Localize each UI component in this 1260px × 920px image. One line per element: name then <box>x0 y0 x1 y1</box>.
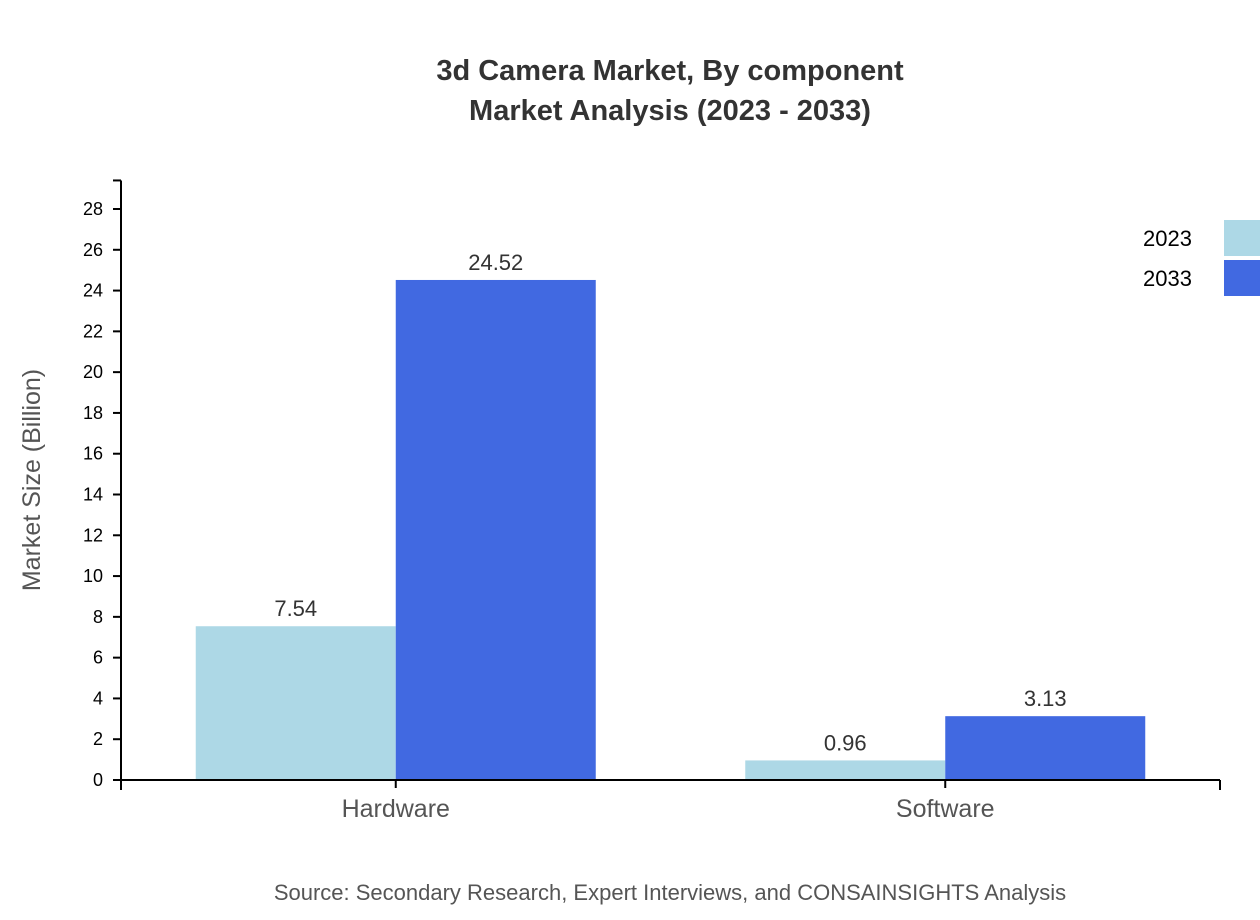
y-axis-label: Market Size (Billion) <box>18 369 46 591</box>
y-tick-label: 14 <box>83 485 103 505</box>
y-tick-label: 2 <box>93 729 103 749</box>
source-note: Source: Secondary Research, Expert Inter… <box>274 880 1066 905</box>
y-tick-label: 4 <box>93 688 103 708</box>
y-tick-label: 6 <box>93 648 103 668</box>
y-tick-label: 26 <box>83 240 103 260</box>
legend-swatch-2033 <box>1224 260 1260 296</box>
x-tick-label: Hardware <box>342 795 450 823</box>
data-label: 3.13 <box>1024 686 1067 711</box>
bar-software-2033 <box>945 716 1146 780</box>
y-tick-label: 8 <box>93 607 103 627</box>
y-tick-label: 0 <box>93 770 103 790</box>
data-label: 7.54 <box>274 596 317 621</box>
y-tick-label: 10 <box>83 566 103 586</box>
y-tick-label: 22 <box>83 321 103 341</box>
data-label: 0.96 <box>824 730 867 755</box>
y-tick-label: 18 <box>83 403 103 423</box>
chart-title-line2: Market Analysis (2023 - 2033) <box>469 95 871 127</box>
y-tick-label: 12 <box>83 525 103 545</box>
y-tick-label: 20 <box>83 362 103 382</box>
bar-hardware-2023 <box>195 626 396 780</box>
y-tick-label: 28 <box>83 199 103 219</box>
x-tick-label: Software <box>896 795 995 823</box>
chart-title-line1: 3d Camera Market, By component <box>436 55 904 87</box>
y-tick-label: 16 <box>83 444 103 464</box>
legend-label-2023: 2023 <box>1143 226 1192 251</box>
legend-label-2033: 2033 <box>1143 266 1192 291</box>
legend-swatch-2023 <box>1224 220 1260 256</box>
data-label: 24.52 <box>468 250 523 275</box>
bar-software-2023 <box>745 760 946 780</box>
bar-hardware-2033 <box>395 279 596 780</box>
y-tick-label: 24 <box>83 281 103 301</box>
